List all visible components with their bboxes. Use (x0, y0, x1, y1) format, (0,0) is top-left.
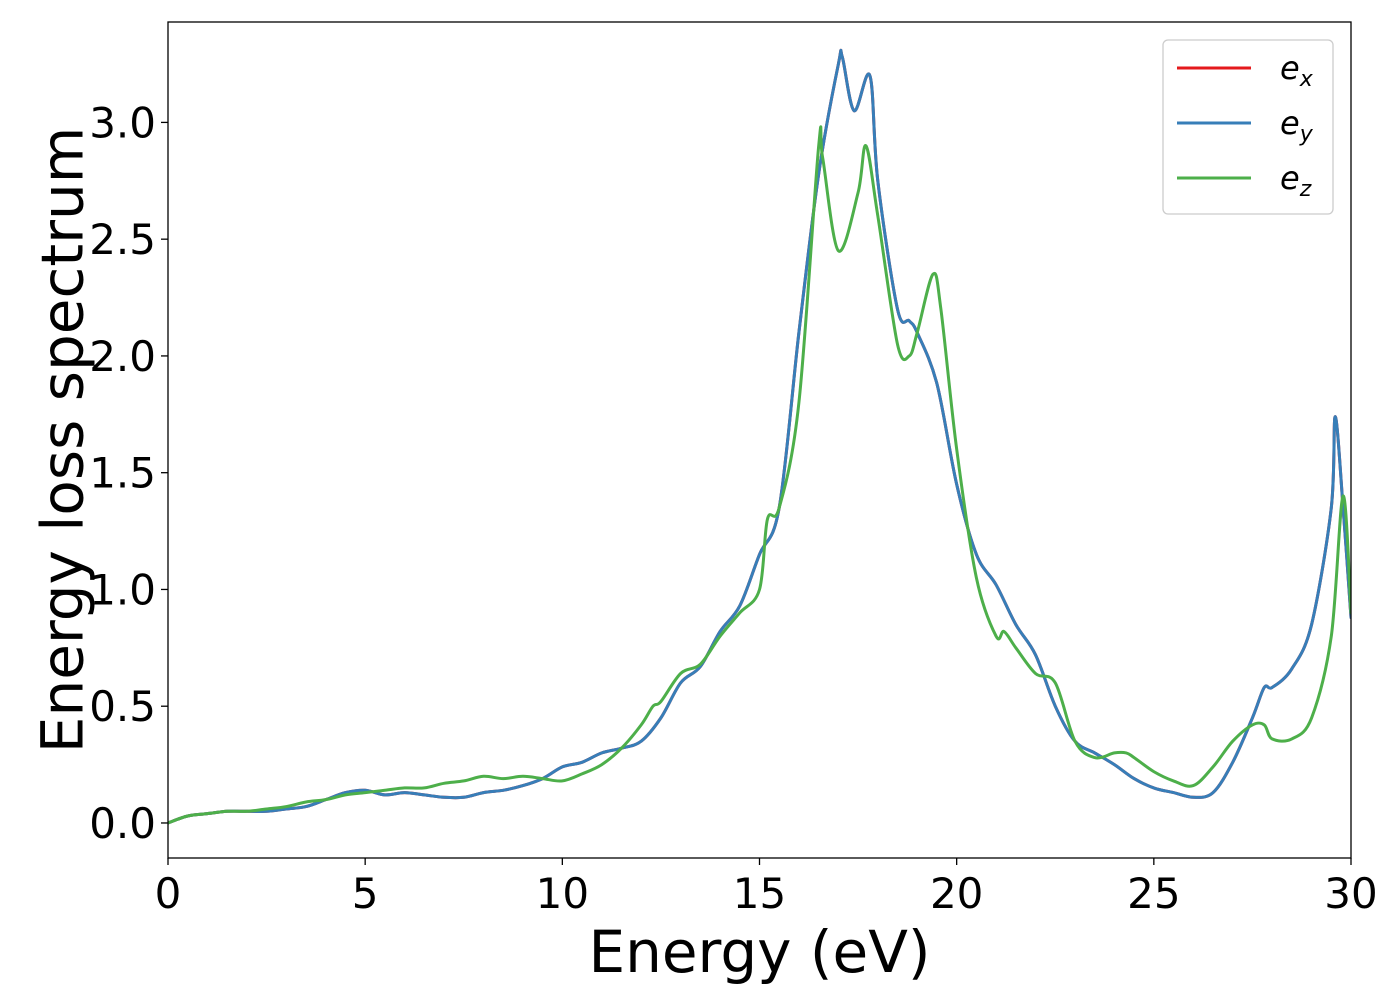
y-axis-label: Energy loss spectrum (28, 127, 96, 753)
y-tick-label: 3.0 (89, 98, 156, 147)
x-tick-label: 20 (930, 869, 983, 918)
x-tick-label: 5 (352, 869, 379, 918)
series-line-z (168, 125, 1351, 825)
y-tick-label: 2.5 (89, 215, 156, 264)
legend-label: ex (1280, 49, 1314, 92)
x-tick-label: 10 (536, 869, 589, 918)
legend-item-z: ez (1177, 159, 1312, 202)
y-tick-label: 1.0 (89, 565, 156, 614)
y-tick-label: 0.5 (89, 682, 156, 731)
y-tick-label: 1.5 (89, 449, 156, 498)
legend-box (1162, 39, 1334, 215)
legend: ex ey ez (1162, 39, 1334, 215)
legend-items: ex ey ez (1177, 49, 1314, 202)
legend-item-y: ey (1177, 104, 1314, 147)
series-line-y (168, 48, 1351, 825)
x-tick-label: 0 (155, 869, 182, 918)
legend-label: ez (1280, 159, 1312, 202)
x-tick-label: 15 (733, 869, 786, 918)
x-tick-label: 25 (1127, 869, 1180, 918)
y-tick-label: 2.0 (89, 332, 156, 381)
x-axis-label: Energy (eV) (588, 918, 930, 986)
legend-label: ey (1280, 104, 1314, 147)
x-tick-label: 30 (1324, 869, 1377, 918)
y-axis-ticks: 0.0 0.5 1.0 1.5 2.0 2.5 3.0 (89, 98, 168, 848)
y-tick-label: 0.0 (89, 799, 156, 848)
legend-item-x: ex (1177, 49, 1314, 92)
x-axis-ticks: 0 5 10 15 20 25 30 (155, 858, 1378, 918)
series-layer (168, 48, 1351, 825)
